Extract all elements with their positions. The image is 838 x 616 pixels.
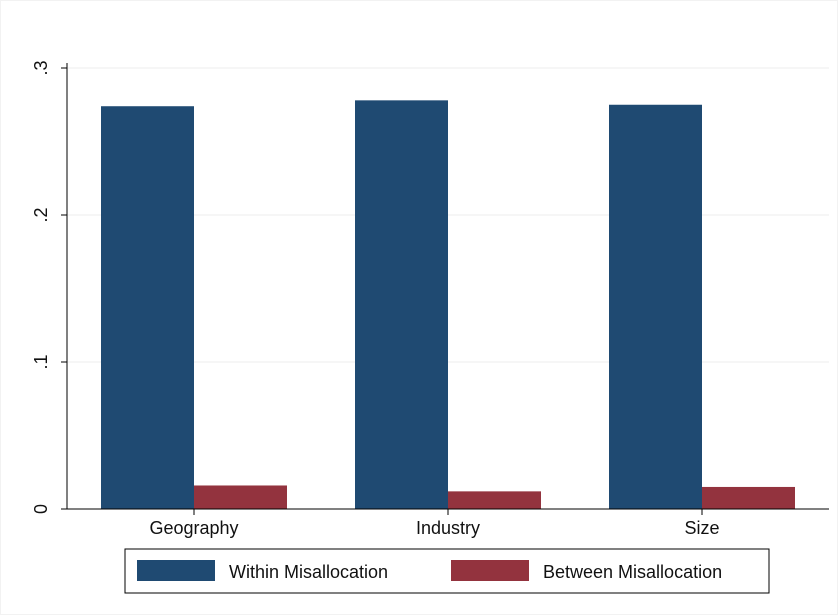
bar-size-between-misallocation [702,486,795,509]
bar-industry-within-misallocation [355,100,448,509]
legend-swatch-within-misallocation [137,560,215,581]
y-tick-labels: 0 .1 .2 .3 [31,60,67,514]
x-tick-label: Geography [149,518,238,538]
legend-swatch-between-misallocation [451,560,529,581]
bar-geography-between-misallocation [194,485,287,509]
y-tick-label: 0 [31,504,51,514]
bars [101,100,795,509]
x-tick-label: Size [684,518,719,538]
legend-box [124,548,770,594]
legend-label-within-misallocation: Within Misallocation [229,562,388,582]
legend-label-between-misallocation: Between Misallocation [543,562,722,582]
bar-geography-within-misallocation [101,106,194,509]
bar-industry-between-misallocation [448,491,541,509]
legend: Within Misallocation Between Misallocatio… [124,548,770,594]
y-tick-label: .1 [31,354,51,369]
y-tick-label: .3 [31,60,51,75]
y-tick-label: .2 [31,207,51,222]
bar-size-within-misallocation [609,104,702,509]
x-tick-labels: Geography Industry Size [149,509,720,538]
x-tick-label: Industry [416,518,480,538]
